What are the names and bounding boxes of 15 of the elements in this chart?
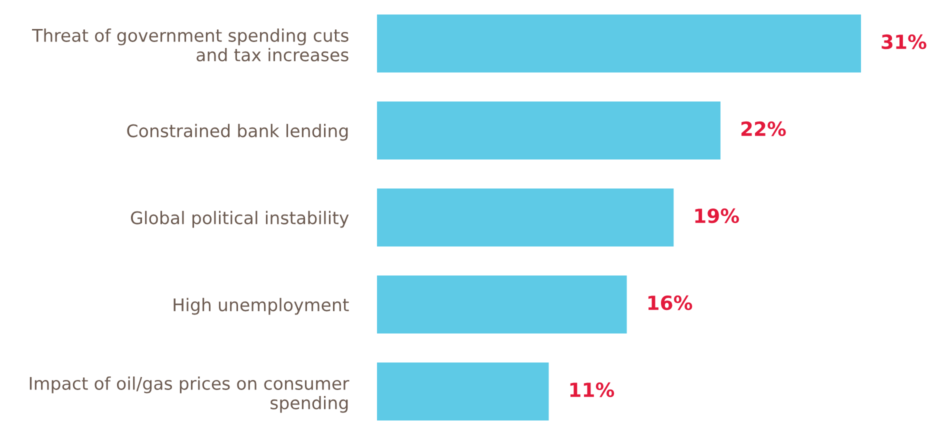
y-tick-label: Constrained bank lending <box>127 124 348 141</box>
data-label: 19% <box>695 208 740 224</box>
bar <box>377 101 720 160</box>
bar <box>377 362 549 421</box>
bar <box>377 14 861 73</box>
data-label: 11% <box>570 382 614 398</box>
y-tick-label: High unemployment <box>174 298 349 315</box>
data-label: 16% <box>648 295 692 310</box>
data-label: 22% <box>741 121 786 136</box>
bar <box>377 275 627 334</box>
data-label: 31% <box>882 34 926 50</box>
y-tick-label: Threat of government spending cuts and tax increases <box>32 28 348 62</box>
y-tick-label: Global political instability <box>130 210 349 228</box>
y-tick-label: Impact of oil/gas prices on consumer spending <box>30 376 350 413</box>
bar <box>377 188 674 247</box>
